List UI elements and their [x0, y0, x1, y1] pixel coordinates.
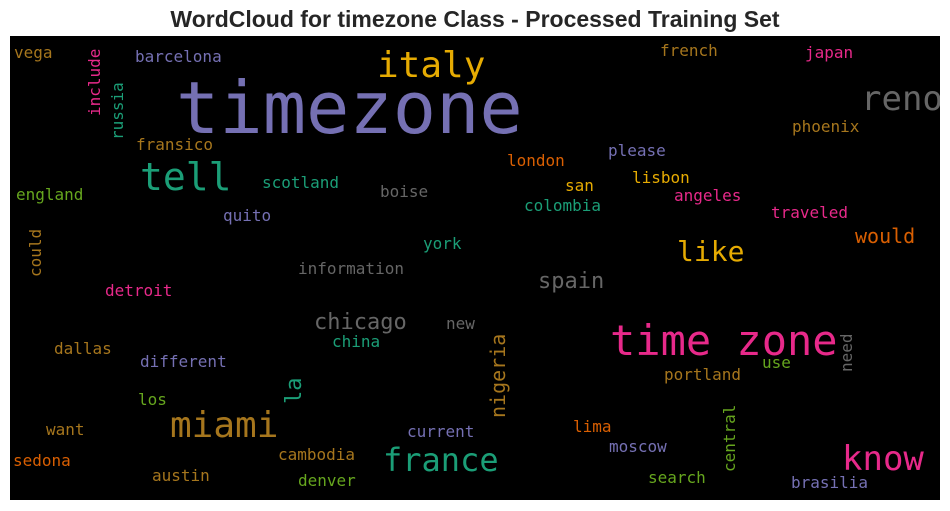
word-french: french — [660, 41, 718, 60]
word-lima: lima — [573, 417, 612, 436]
word-spain: spain — [538, 269, 605, 294]
word-barcelona: barcelona — [135, 47, 222, 66]
word-italy: italy — [377, 45, 486, 86]
word-austin: austin — [152, 466, 210, 485]
word-phoenix: phoenix — [792, 117, 860, 136]
word-angeles: angeles — [674, 186, 742, 205]
word-tell: tell — [140, 155, 232, 199]
word-cambodia: cambodia — [278, 445, 356, 464]
word-france: france — [383, 441, 499, 479]
word-japan: japan — [805, 43, 854, 62]
word-time-zone: time zone — [610, 316, 838, 365]
word-fransico: fransico — [136, 135, 214, 154]
word-la: la — [282, 377, 307, 405]
word-china: china — [332, 332, 381, 351]
word-colombia: colombia — [524, 196, 602, 215]
wordcloud-canvas: timezone time zone italy tell reno miami… — [10, 36, 940, 500]
word-denver: denver — [298, 471, 356, 490]
word-los: los — [138, 390, 167, 409]
chart-title: WordCloud for timezone Class - Processed… — [170, 6, 780, 32]
word-information: information — [298, 259, 404, 278]
word-central: central — [720, 404, 739, 472]
word-san: san — [565, 176, 594, 195]
word-different: different — [140, 352, 227, 371]
word-boise: boise — [380, 182, 429, 201]
word-moscow: moscow — [609, 437, 667, 456]
word-would: would — [855, 224, 916, 248]
word-current: current — [407, 422, 475, 441]
word-need: need — [837, 333, 856, 372]
word-sedona: sedona — [13, 451, 71, 470]
word-chicago: chicago — [314, 310, 407, 335]
word-portland: portland — [664, 365, 742, 384]
word-london: london — [507, 151, 565, 170]
word-know: know — [842, 439, 924, 479]
word-new: new — [446, 314, 475, 333]
word-include: include — [85, 48, 104, 116]
word-lisbon: lisbon — [632, 168, 690, 187]
word-use: use — [762, 353, 791, 372]
word-england: england — [16, 185, 84, 204]
word-dallas: dallas — [54, 339, 112, 358]
word-like: like — [677, 235, 745, 268]
word-vega: vega — [14, 43, 53, 62]
word-reno: reno — [861, 79, 940, 119]
word-york: york — [423, 234, 462, 253]
word-traveled: traveled — [771, 203, 849, 222]
word-miami: miami — [170, 405, 279, 446]
word-russia: russia — [108, 82, 127, 140]
word-scotland: scotland — [262, 173, 340, 192]
word-please: please — [608, 141, 666, 160]
word-timezone: timezone — [176, 66, 523, 150]
word-detroit: detroit — [105, 281, 173, 300]
word-nigeria: nigeria — [486, 333, 510, 418]
word-quito: quito — [223, 206, 272, 225]
word-want: want — [46, 420, 85, 439]
word-brasilia: brasilia — [791, 473, 869, 492]
word-could: could — [26, 228, 45, 277]
word-search: search — [648, 468, 706, 487]
